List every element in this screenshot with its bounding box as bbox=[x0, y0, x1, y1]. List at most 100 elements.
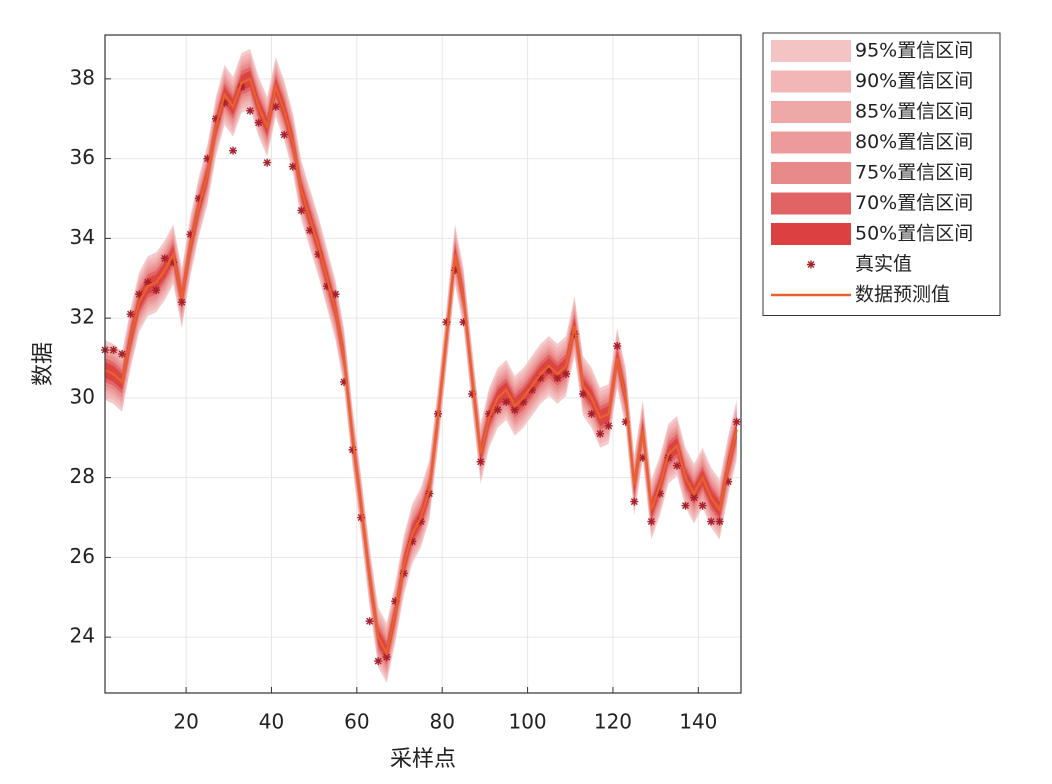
x-axis-label: 采样点 bbox=[390, 747, 456, 772]
data-point bbox=[416, 517, 425, 526]
data-point bbox=[152, 286, 161, 295]
data-point bbox=[451, 266, 460, 275]
legend-swatch bbox=[771, 70, 851, 93]
legend-label: 50%置信区间 bbox=[855, 223, 973, 245]
legend-swatch bbox=[771, 131, 851, 154]
data-point bbox=[655, 489, 664, 498]
data-point bbox=[732, 417, 741, 426]
data-point bbox=[502, 397, 511, 406]
data-point bbox=[579, 389, 588, 398]
data-point bbox=[305, 226, 314, 235]
data-point bbox=[647, 517, 656, 526]
data-point bbox=[357, 513, 366, 522]
data-point bbox=[177, 298, 186, 307]
data-point bbox=[118, 350, 127, 359]
data-point bbox=[442, 318, 451, 327]
x-tick-label: 140 bbox=[679, 710, 717, 734]
x-tick-label: 120 bbox=[594, 710, 632, 734]
data-point bbox=[211, 114, 220, 123]
y-tick-label: 36 bbox=[70, 145, 95, 169]
data-point bbox=[698, 501, 707, 510]
y-axis-label: 数据 bbox=[31, 342, 56, 386]
data-point bbox=[237, 82, 246, 91]
prediction-line bbox=[104, 77, 738, 657]
data-point bbox=[724, 477, 733, 486]
legend-label: 真实值 bbox=[855, 253, 912, 275]
legend: 95%置信区间 90%置信区间 85%置信区间 80%置信区间 75%置信区间 70%置信… bbox=[762, 32, 1001, 316]
data-point bbox=[399, 569, 408, 578]
data-point bbox=[374, 657, 383, 666]
data-point bbox=[254, 118, 263, 127]
y-tick-label: 38 bbox=[70, 65, 95, 89]
data-point bbox=[408, 537, 417, 546]
data-point bbox=[186, 230, 195, 239]
x-tick-label: 40 bbox=[259, 710, 284, 734]
data-point bbox=[459, 318, 468, 327]
y-tick-label: 26 bbox=[70, 544, 95, 568]
legend-label: 85%置信区间 bbox=[855, 101, 973, 123]
data-point bbox=[297, 206, 306, 215]
legend-label: 90%置信区间 bbox=[855, 70, 973, 92]
data-point bbox=[707, 517, 716, 526]
legend-marker bbox=[807, 260, 815, 269]
data-point bbox=[604, 421, 613, 430]
y-tick-label: 24 bbox=[70, 624, 95, 648]
data-point bbox=[596, 429, 605, 438]
data-point bbox=[690, 493, 699, 502]
data-point bbox=[493, 405, 502, 414]
data-point bbox=[681, 501, 690, 510]
data-point bbox=[135, 290, 144, 299]
data-point bbox=[194, 194, 203, 203]
data-point bbox=[126, 310, 135, 319]
data-point bbox=[331, 290, 340, 299]
data-point bbox=[468, 389, 477, 398]
data-point bbox=[621, 417, 630, 426]
data-point bbox=[220, 98, 229, 107]
legend-label: 70%置信区间 bbox=[855, 192, 973, 214]
data-point bbox=[169, 258, 178, 267]
data-point bbox=[348, 445, 357, 454]
data-point bbox=[109, 346, 118, 355]
legend-swatch bbox=[771, 192, 851, 215]
legend-swatch bbox=[771, 162, 851, 184]
data-point bbox=[160, 254, 169, 263]
y-tick-label: 32 bbox=[70, 305, 95, 329]
x-tick-label: 100 bbox=[508, 710, 546, 734]
legend-label: 95%置信区间 bbox=[855, 40, 973, 62]
data-point bbox=[715, 517, 724, 526]
data-point bbox=[322, 282, 331, 291]
data-point bbox=[263, 158, 272, 167]
data-point bbox=[229, 146, 238, 155]
x-tick-label: 80 bbox=[429, 710, 454, 734]
y-tick-label: 28 bbox=[70, 464, 95, 488]
data-point bbox=[340, 377, 349, 386]
data-point bbox=[630, 497, 639, 506]
y-tick-label: 34 bbox=[70, 225, 95, 249]
legend-label: 数据预测值 bbox=[855, 284, 950, 306]
data-point bbox=[638, 453, 647, 462]
legend-swatch bbox=[771, 40, 851, 62]
x-tick-label: 20 bbox=[173, 710, 198, 734]
legend-label: 75%置信区间 bbox=[855, 162, 973, 184]
data-point bbox=[527, 385, 536, 394]
data-point bbox=[143, 278, 152, 287]
data-point bbox=[536, 373, 545, 382]
data-point bbox=[553, 373, 562, 382]
legend-label: 80%置信区间 bbox=[855, 131, 973, 153]
data-point bbox=[519, 397, 528, 406]
data-point bbox=[288, 162, 297, 171]
data-point bbox=[510, 405, 519, 414]
legend-swatch bbox=[771, 223, 851, 245]
data-point bbox=[314, 250, 323, 259]
y-tick-label: 30 bbox=[70, 384, 95, 408]
data-point bbox=[365, 617, 374, 626]
data-point bbox=[476, 457, 485, 466]
data-point bbox=[613, 342, 622, 351]
plot-frame bbox=[104, 34, 742, 694]
data-point bbox=[561, 369, 570, 378]
data-point bbox=[271, 102, 280, 111]
data-point bbox=[203, 154, 212, 163]
data-point bbox=[587, 409, 596, 418]
data-point bbox=[382, 653, 391, 662]
data-point bbox=[246, 106, 255, 115]
